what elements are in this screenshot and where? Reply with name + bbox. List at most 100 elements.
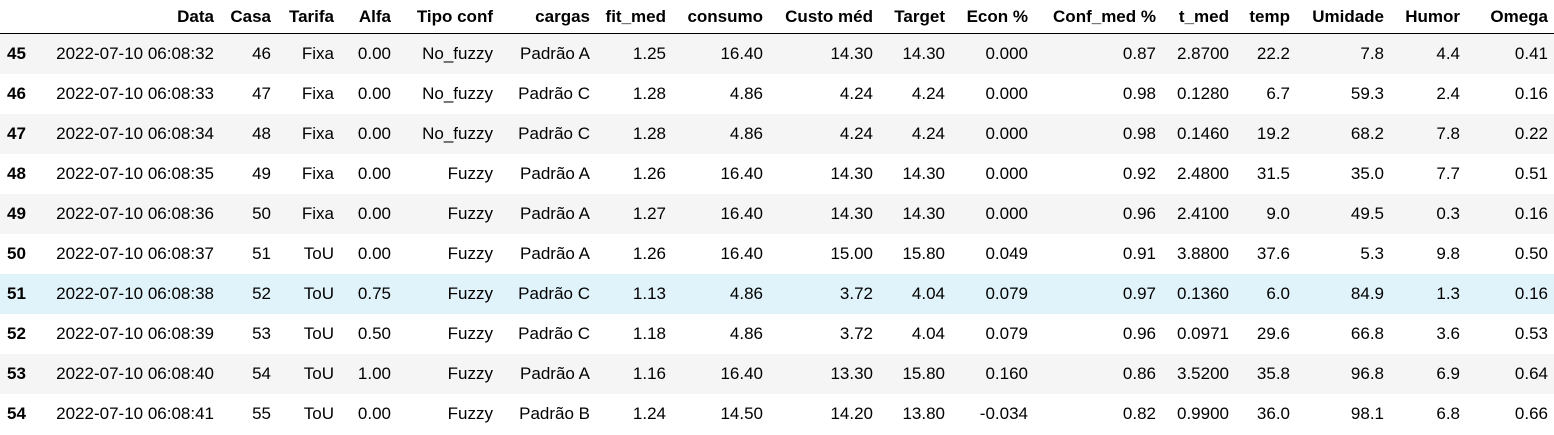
table-row[interactable]: 47 2022-07-10 06:08:34 48 Fixa 0.00 No_fuzzy P… [0, 113, 1554, 154]
table-cell: 0.91 [1122, 243, 1156, 263]
table-cell: 7.8 [1436, 123, 1460, 143]
table-cell: 14.30 [830, 203, 873, 223]
table-cell: 14.50 [720, 403, 763, 423]
table-cell: 0.51 [1514, 163, 1548, 183]
table-cell: 35.0 [1350, 163, 1384, 183]
table-cell: 4.86 [729, 83, 763, 103]
table-row[interactable]: 53 2022-07-10 06:08:40 54 ToU 1.00 Fuzzy Padrã… [0, 353, 1554, 394]
table-cell: 2.4 [1436, 83, 1460, 103]
column-header: Humor [1390, 0, 1466, 34]
table-cell: 0.98 [1122, 83, 1156, 103]
table-cell: 15.80 [902, 363, 945, 383]
table-cell: 0.3 [1436, 203, 1460, 223]
table-cell: 13.80 [902, 403, 945, 423]
table-cell: 37.6 [1256, 243, 1290, 263]
row-index: 48 [7, 163, 26, 183]
table-cell: ToU [303, 403, 334, 423]
table-cell: 7.7 [1436, 163, 1460, 183]
table-row[interactable]: 49 2022-07-10 06:08:36 50 Fixa 0.00 Fuzzy Padr… [0, 193, 1554, 234]
table-cell: 1.28 [632, 123, 666, 143]
table-cell: 0.00 [357, 83, 391, 103]
table-cell: 22.2 [1256, 43, 1290, 63]
table-cell: 14.30 [902, 163, 945, 183]
table-cell: 4.24 [839, 123, 873, 143]
table-cell: Padrão A [520, 43, 590, 63]
table-row[interactable]: 52 2022-07-10 06:08:39 53 ToU 0.50 Fuzzy Padrã… [0, 313, 1554, 354]
table-body: 45 2022-07-10 06:08:32 46 Fixa 0.00 No_fuzzy P… [0, 33, 1554, 434]
table-cell: Padrão C [518, 123, 590, 143]
table-cell: 0.41 [1514, 43, 1548, 63]
row-index: 50 [7, 243, 26, 263]
table-row[interactable]: 50 2022-07-10 06:08:37 51 ToU 0.00 Fuzzy Padrã… [0, 233, 1554, 274]
table-cell: 55 [252, 403, 271, 423]
column-header: Conf_med % [1034, 0, 1162, 34]
table-cell: 0.9900 [1177, 403, 1229, 423]
table-cell: 0.1460 [1177, 123, 1229, 143]
table-cell: 6.8 [1436, 403, 1460, 423]
table-cell: 15.00 [830, 243, 873, 263]
row-index: 54 [7, 403, 26, 423]
column-header: Target [879, 0, 951, 34]
table-cell: 0.50 [357, 323, 391, 343]
table-cell: 1.13 [632, 283, 666, 303]
column-header: fit_med [596, 0, 672, 34]
table-cell: 0.079 [985, 323, 1028, 343]
table-cell: No_fuzzy [422, 43, 493, 63]
table-cell: 2022-07-10 06:08:37 [56, 243, 214, 263]
table-row[interactable]: 45 2022-07-10 06:08:32 46 Fixa 0.00 No_fuzzy P… [0, 33, 1554, 74]
table-cell: 2.4100 [1177, 203, 1229, 223]
table-cell: 0.66 [1514, 403, 1548, 423]
table-cell: 1.28 [632, 83, 666, 103]
table-cell: 0.1280 [1177, 83, 1229, 103]
table-cell: 29.6 [1256, 323, 1290, 343]
table-cell: 0.00 [357, 243, 391, 263]
table-cell: 51 [252, 243, 271, 263]
header-row: Data Casa Tarifa Alfa Tipo conf cargas fit_med… [0, 0, 1554, 34]
table-row[interactable]: 54 2022-07-10 06:08:41 55 ToU 0.00 Fuzzy Padrã… [0, 393, 1554, 434]
table-cell: Padrão C [518, 283, 590, 303]
table-cell: 0.50 [1514, 243, 1548, 263]
table-cell: 1.26 [632, 243, 666, 263]
table-cell: 49.5 [1350, 203, 1384, 223]
table-cell: Padrão B [519, 403, 590, 423]
table-cell: 66.8 [1350, 323, 1384, 343]
table-cell: 98.1 [1350, 403, 1384, 423]
table-row[interactable]: 48 2022-07-10 06:08:35 49 Fixa 0.00 Fuzzy Padr… [0, 153, 1554, 194]
table-cell: 0.16 [1514, 283, 1548, 303]
table-cell: 0.00 [357, 203, 391, 223]
table-header: Data Casa Tarifa Alfa Tipo conf cargas fit_med… [0, 0, 1554, 34]
table-cell: Fuzzy [447, 283, 493, 303]
table-cell: 0.079 [985, 283, 1028, 303]
table-cell: No_fuzzy [422, 83, 493, 103]
table-cell: 0.00 [357, 123, 391, 143]
table-cell: 14.30 [830, 43, 873, 63]
table-row[interactable]: 51 2022-07-10 06:08:38 52 ToU 0.75 Fuzzy Padrã… [0, 273, 1554, 314]
row-index: 53 [7, 363, 26, 383]
table-cell: 6.9 [1436, 363, 1460, 383]
table-cell: 2022-07-10 06:08:34 [56, 123, 214, 143]
table-cell: Padrão A [520, 363, 590, 383]
table-cell: 2022-07-10 06:08:33 [56, 83, 214, 103]
table-cell: 0.98 [1122, 123, 1156, 143]
table-cell: Fixa [301, 43, 334, 63]
column-header: Custo méd [769, 0, 879, 34]
column-header: Umidade [1296, 0, 1390, 34]
table-cell: 4.24 [839, 83, 873, 103]
table-cell: Fixa [301, 203, 334, 223]
table-cell: Padrão A [520, 203, 590, 223]
column-header: temp [1235, 0, 1296, 34]
column-header: consumo [672, 0, 769, 34]
table-cell: Padrão C [518, 323, 590, 343]
table-cell: 4.4 [1436, 43, 1460, 63]
table-cell: 4.86 [729, 123, 763, 143]
column-header: Tarifa [277, 0, 340, 34]
table-cell: ToU [303, 363, 334, 383]
table-cell: Padrão A [520, 163, 590, 183]
table-cell: 2022-07-10 06:08:32 [56, 43, 214, 63]
table-row[interactable]: 46 2022-07-10 06:08:33 47 Fixa 0.00 No_fuzzy P… [0, 73, 1554, 114]
table-cell: 2022-07-10 06:08:36 [56, 203, 214, 223]
table-cell: 1.18 [632, 323, 666, 343]
table-cell: 0.000 [985, 203, 1028, 223]
table-cell: 13.30 [830, 363, 873, 383]
